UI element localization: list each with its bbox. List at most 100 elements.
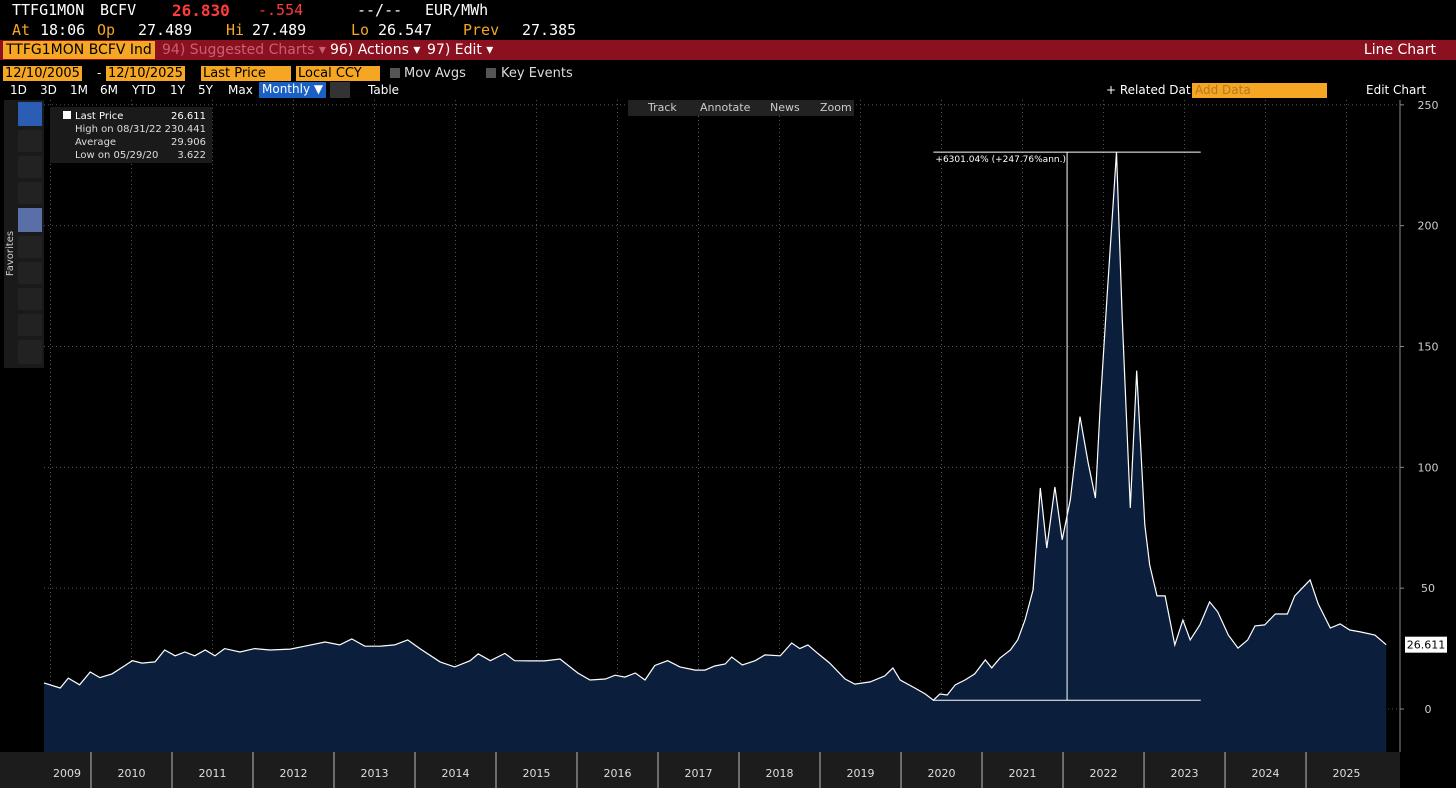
legend-label: High on 08/31/22 <box>75 124 162 135</box>
x-tick-label: 2013 <box>360 767 388 780</box>
currency[interactable]: Local CCY <box>296 66 380 81</box>
edit[interactable]: 97) Edit ▾ <box>427 42 494 58</box>
y-tick-label: 50 <box>1421 582 1435 595</box>
tool-strip <box>628 100 854 116</box>
x-tick-label: 2010 <box>117 767 145 780</box>
prev: 27.385 <box>522 21 577 39</box>
pointer-tool[interactable] <box>18 102 42 126</box>
view-type: Line Chart <box>1363 42 1436 58</box>
x-tick-label: 2016 <box>604 767 632 780</box>
last-price-label: 26.611 <box>1407 639 1446 652</box>
legend-label: Low on 05/29/20 <box>75 150 158 161</box>
legend-label: Last Price <box>75 111 123 122</box>
low-label: Lo <box>351 21 370 39</box>
pen-tool[interactable] <box>18 130 42 152</box>
source: BCFV <box>100 1 137 19</box>
add-data[interactable]: Add Data <box>1192 83 1327 98</box>
x-tick-label: 2019 <box>847 767 875 780</box>
mov-avgs[interactable]: Mov Avgs <box>404 66 466 81</box>
open-label: Op <box>97 21 116 39</box>
chart-tool[interactable]: Track <box>647 101 677 114</box>
time-status: --/-- <box>357 1 403 19</box>
chart-tool[interactable]: News <box>770 101 800 114</box>
field[interactable]: Last Price <box>201 66 291 81</box>
chart: 0 50 100 150 200 250 2009 2010 2011 2012 2013 2014 2… <box>0 99 1447 788</box>
legend-value: 230.441 <box>165 124 206 135</box>
period-button[interactable]: 3D <box>40 83 57 97</box>
price: 26.830 <box>172 1 230 20</box>
table-button[interactable]: Table <box>368 83 400 97</box>
x-tick-label: 2012 <box>279 767 307 780</box>
period-button[interactable]: 1Y <box>170 83 185 97</box>
x-tick-label: 2025 <box>1333 767 1361 780</box>
x-tick-label: 2020 <box>928 767 956 780</box>
time: 18:06 <box>40 21 86 39</box>
channel-tool[interactable] <box>18 314 42 336</box>
at-label: At <box>12 21 31 39</box>
checkbox[interactable] <box>390 68 400 78</box>
chart-tool[interactable]: Annotate <box>700 101 751 114</box>
x-tick-label: 2011 <box>198 767 226 780</box>
line <box>43 152 1387 701</box>
security[interactable]: TTFG1MON BCFV Ind <box>3 41 155 59</box>
legend-value: 29.906 <box>171 137 206 148</box>
prev-label: Prev <box>463 21 500 39</box>
ticker: TTFG1MON <box>12 1 85 19</box>
x-tick-label: 2014 <box>441 767 469 780</box>
line-tool[interactable] <box>18 236 42 258</box>
open: 27.489 <box>138 21 193 39</box>
area <box>44 152 1387 753</box>
legend-value: 26.611 <box>171 111 206 122</box>
period-button[interactable]: 1D <box>10 83 27 97</box>
x-tick-label: 2015 <box>523 767 551 780</box>
legend-label: Average <box>75 137 116 148</box>
change: -.554 <box>258 1 304 19</box>
actions[interactable]: 96) Actions ▾ <box>330 42 421 58</box>
period-button[interactable]: 5Y <box>198 83 213 97</box>
chart-type-button[interactable] <box>330 82 350 98</box>
period-button[interactable]: Max <box>228 83 253 97</box>
tool[interactable] <box>18 340 42 364</box>
x-tick-label: 2017 <box>685 767 713 780</box>
y-tick-label: 250 <box>1418 99 1439 112</box>
end-date[interactable]: 12/10/2025 <box>106 66 185 81</box>
y-tick-label: 100 <box>1418 461 1439 474</box>
menu-bar <box>0 40 1456 60</box>
period-button[interactable]: 1M <box>70 83 88 97</box>
x-tick-label: 2023 <box>1171 767 1199 780</box>
tool[interactable] <box>18 288 42 310</box>
checkbox[interactable] <box>486 68 496 78</box>
frequency[interactable]: Monthly ▼ <box>259 82 326 98</box>
y-tick-label: 0 <box>1425 703 1432 716</box>
text-tool[interactable] <box>18 208 42 232</box>
legend-value: 3.622 <box>177 150 206 161</box>
x-tick-label: 2009 <box>53 767 81 780</box>
start-date[interactable]: 12/10/2005 <box>3 66 82 81</box>
unit: EUR/MWh <box>425 1 489 19</box>
trend-tool[interactable] <box>18 262 42 284</box>
x-tick-label: 2021 <box>1009 767 1037 780</box>
high: 27.489 <box>252 21 307 39</box>
legend-swatch <box>63 111 71 119</box>
chart-tool[interactable]: Zoom <box>820 101 852 114</box>
date-separator: - <box>97 66 102 80</box>
related-data[interactable]: + Related Dat <box>1106 83 1191 97</box>
annotation-text: +6301.04% (+247.76%ann.) <box>935 155 1066 165</box>
x-axis-strip <box>0 752 1400 788</box>
last-price-tag <box>1405 636 1447 653</box>
suggested-charts[interactable]: 94) Suggested Charts ▾ <box>162 42 326 58</box>
edit-chart[interactable]: Edit Chart <box>1366 83 1427 97</box>
x-tick-label: 2024 <box>1252 767 1280 780</box>
y-tick-label: 200 <box>1418 220 1439 233</box>
x-tick-label: 2022 <box>1090 767 1118 780</box>
x-tick-label: 2018 <box>766 767 794 780</box>
period-button[interactable]: 6M <box>100 83 118 97</box>
legend-box <box>50 107 212 163</box>
tool[interactable] <box>18 156 42 178</box>
period-button[interactable]: YTD <box>132 83 156 97</box>
high-label: Hi <box>226 21 245 39</box>
tool[interactable] <box>18 182 42 204</box>
y-tick-label: 150 <box>1418 340 1439 353</box>
key-events[interactable]: Key Events <box>501 66 573 81</box>
